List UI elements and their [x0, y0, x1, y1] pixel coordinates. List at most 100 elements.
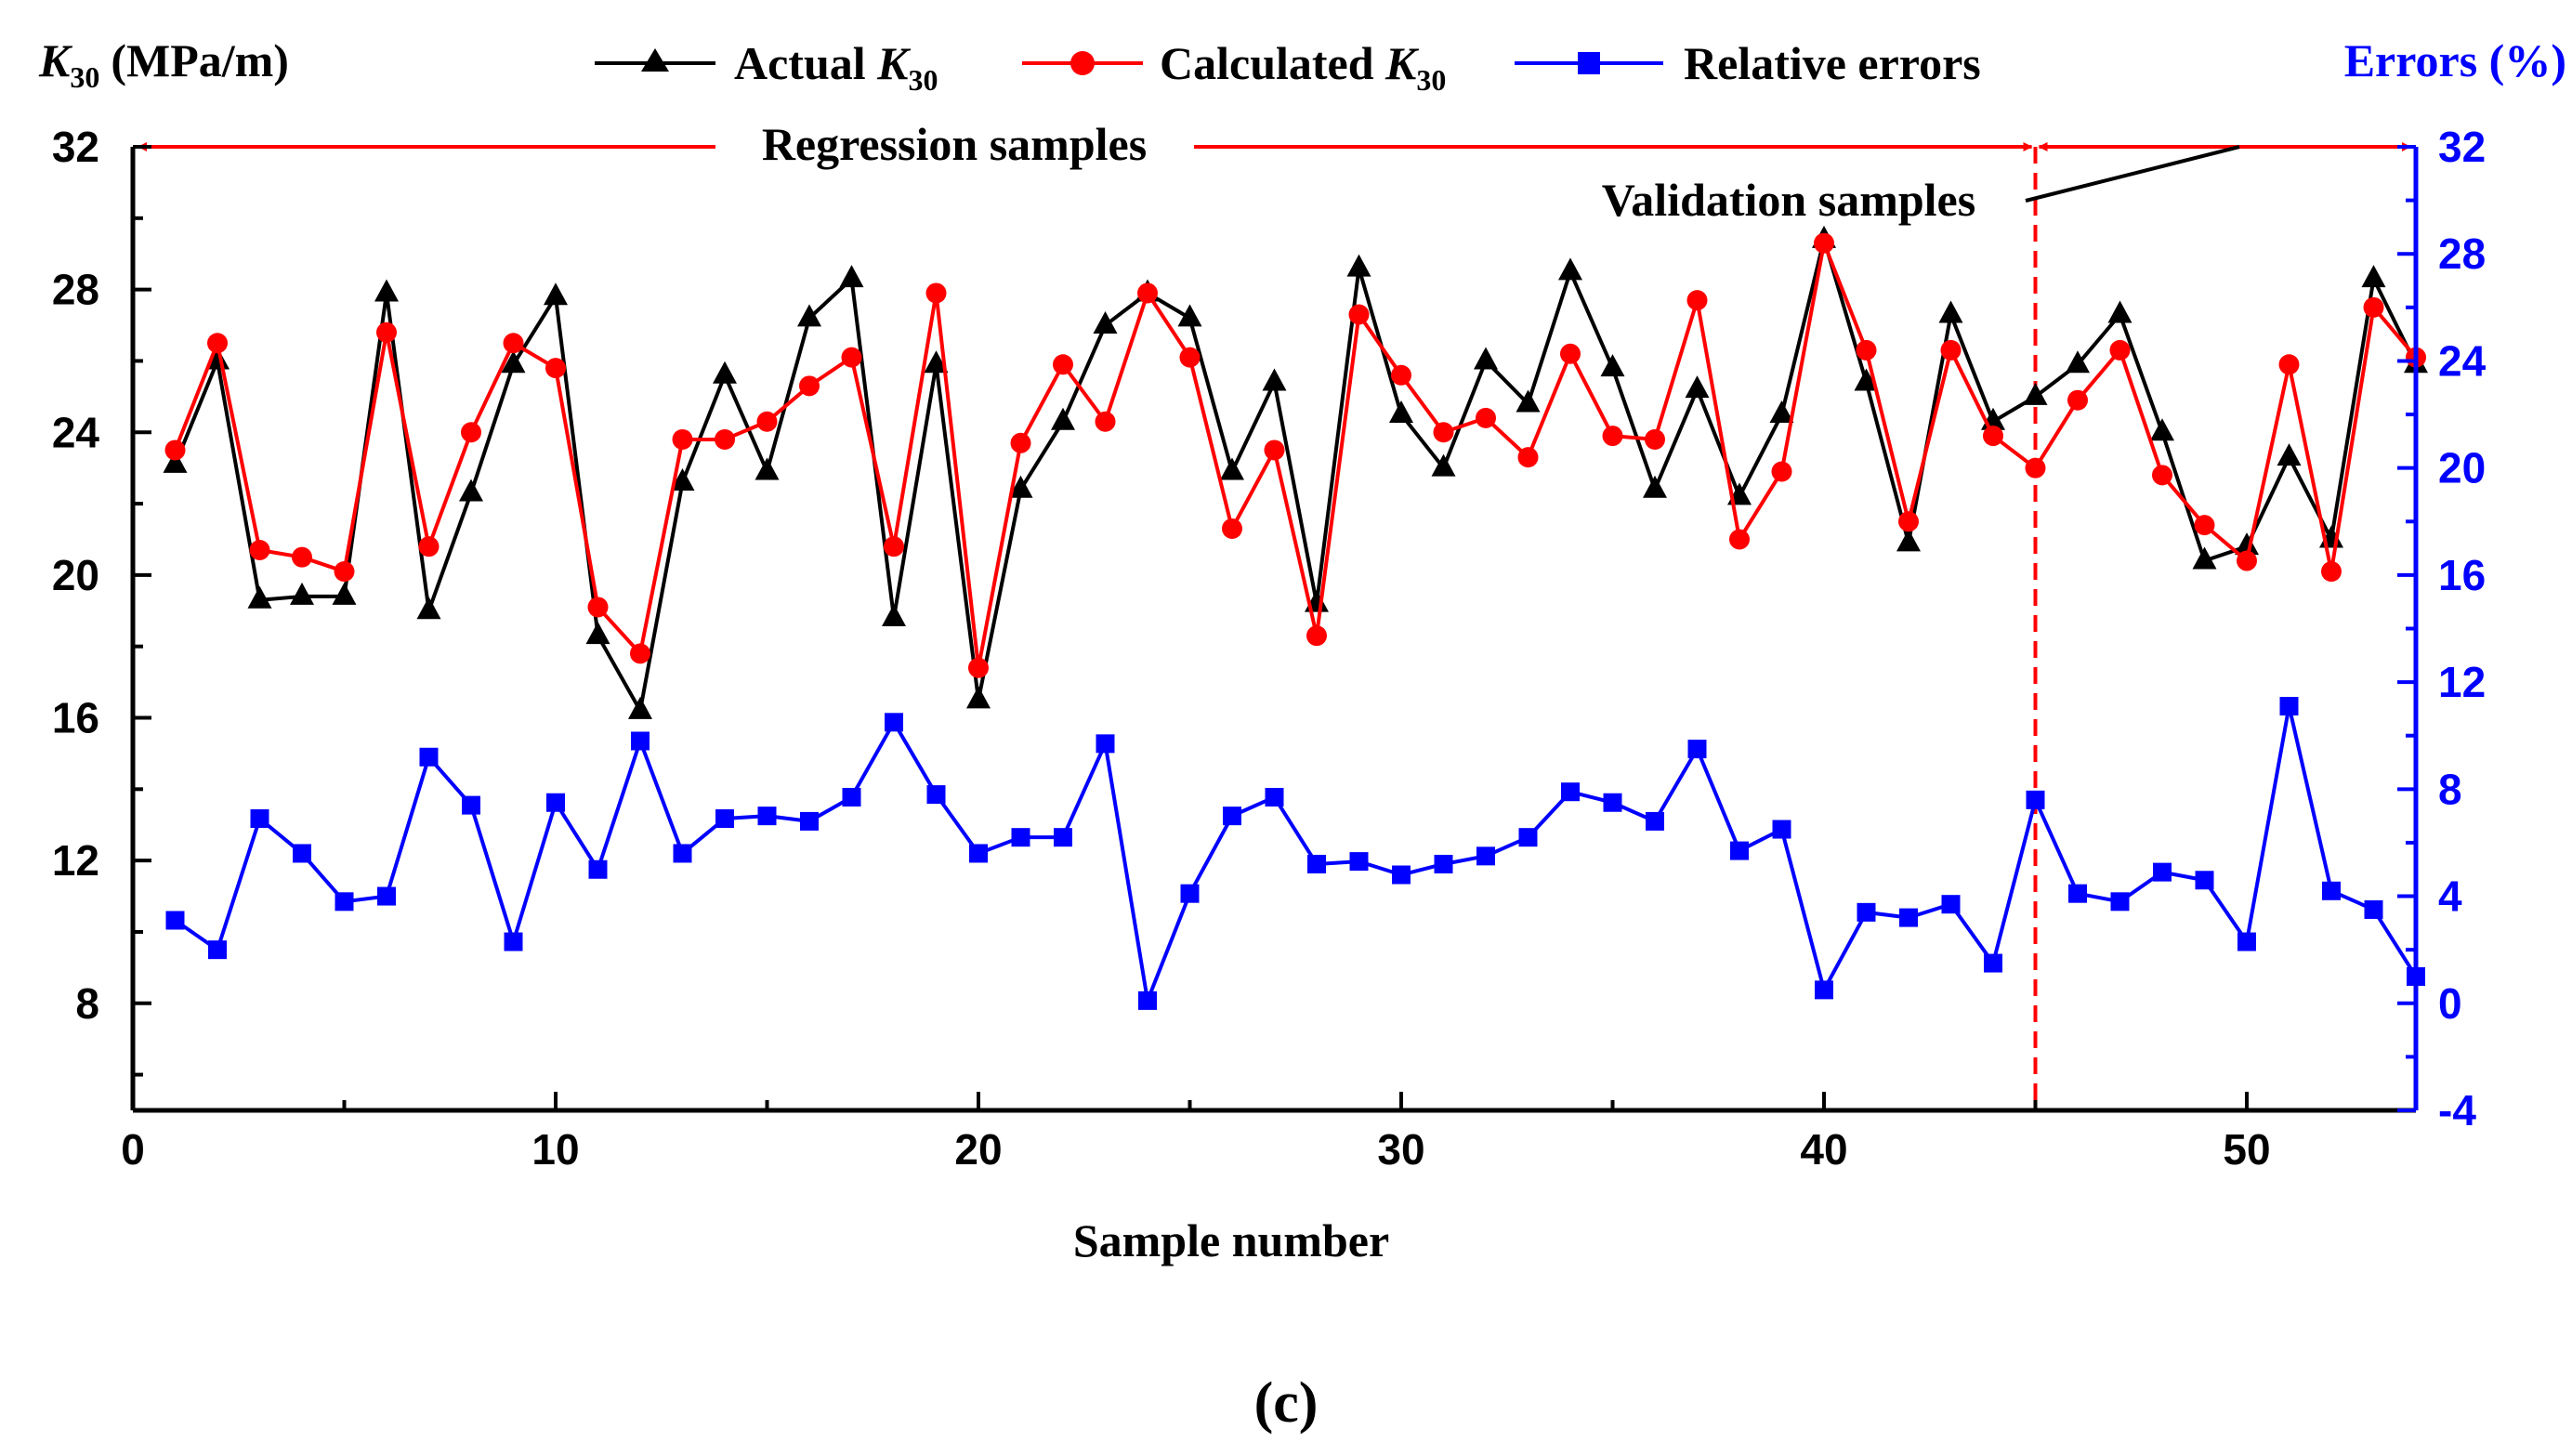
x-tick-label: 50 — [2223, 1125, 2270, 1174]
calculated-point — [1771, 461, 1792, 482]
actual-point — [755, 457, 780, 480]
error-point — [673, 844, 692, 863]
actual-point — [501, 350, 526, 374]
error-point — [208, 940, 227, 960]
error-point — [1815, 980, 1833, 1000]
left-axis-label: K30 (MPa/m) — [38, 34, 289, 94]
actual-point — [1600, 354, 1625, 377]
validation-leader-line — [2025, 145, 2240, 203]
y-right-tick-label: 8 — [2438, 765, 2462, 813]
calculated-point — [249, 540, 270, 561]
actual-point — [2150, 418, 2174, 441]
calculated-point — [545, 358, 566, 379]
actual-point — [2066, 350, 2090, 374]
calculated-point — [884, 536, 904, 557]
series-line-circle — [173, 241, 2418, 670]
calculated-point — [672, 428, 693, 450]
y-right-tick-label: 32 — [2438, 123, 2486, 171]
legend-item-actual: Actual K30 — [595, 37, 938, 97]
legend-calc-sub: 30 — [1416, 63, 1446, 97]
actual-point — [1051, 407, 1075, 430]
error-point — [1011, 828, 1030, 847]
annotation-arrows — [138, 142, 2411, 203]
calculated-point — [207, 333, 228, 354]
actual-point — [2023, 382, 2048, 405]
actual-point — [1474, 347, 1498, 370]
y-left-tick-label: 20 — [52, 551, 99, 599]
calculated-point — [1179, 347, 1201, 368]
calculated-point — [925, 282, 947, 304]
calculated-point — [2321, 561, 2342, 583]
error-point — [1772, 820, 1791, 839]
calculated-point — [715, 428, 735, 450]
y-left-tick-label: 32 — [52, 123, 99, 171]
x-tick-label: 10 — [531, 1125, 579, 1174]
legend-item-errors: Relative errors — [1515, 37, 1981, 89]
error-point — [1223, 807, 1241, 826]
calculated-point — [968, 657, 989, 678]
calculated-point — [1433, 422, 1454, 443]
calculated-point — [1898, 511, 1919, 532]
actual-point — [459, 479, 483, 502]
actual-point — [797, 304, 821, 327]
error-point — [1603, 793, 1622, 812]
error-point — [1265, 787, 1284, 807]
x-tick-label: 30 — [1377, 1125, 1424, 1174]
error-point — [1984, 953, 2002, 973]
y-right-tick-label: 12 — [2438, 658, 2486, 706]
calculated-point — [503, 333, 524, 354]
actual-point — [1177, 304, 1202, 327]
svg-text:Calculated K30: Calculated K30 — [1160, 37, 1446, 97]
error-point — [1349, 852, 1369, 872]
y-right-tick-label: -4 — [2438, 1086, 2476, 1135]
calculated-point — [1095, 411, 1116, 432]
calculated-point — [2067, 389, 2088, 411]
error-point — [462, 795, 480, 815]
series-line-square — [174, 704, 2418, 1003]
regression-samples-label: Regression samples — [762, 118, 1147, 170]
actual-point — [1346, 254, 1371, 277]
error-point — [2237, 932, 2256, 951]
x-tick-label: 40 — [1800, 1125, 1847, 1174]
legend-errors-text: Relative errors — [1684, 37, 1981, 89]
panel-label: (c) — [1254, 1371, 1319, 1435]
calculated-point — [1222, 518, 1242, 539]
actual-point — [290, 582, 314, 605]
actual-point — [416, 597, 441, 620]
calculated-point — [1602, 426, 1623, 447]
calculated-point — [1983, 426, 2003, 447]
calculated-point — [2194, 515, 2215, 536]
error-point — [1730, 841, 1749, 860]
error-point — [885, 713, 903, 732]
error-point — [1307, 854, 1326, 873]
actual-point — [1389, 400, 1413, 424]
actual-point — [1008, 475, 1033, 498]
calculated-point — [418, 536, 440, 557]
error-point — [2026, 790, 2045, 809]
right-axis-label: Errors (%) — [2344, 34, 2566, 86]
y-right-tick-label: 16 — [2438, 551, 2486, 599]
x-axis-label: Sample number — [1073, 1214, 1389, 1266]
calculated-point — [1137, 282, 1158, 304]
actual-point — [1093, 311, 1118, 334]
calculated-point — [2237, 550, 2257, 571]
error-point — [419, 747, 439, 767]
actual-point — [247, 585, 272, 609]
actual-point — [882, 603, 906, 626]
error-point — [1434, 854, 1453, 873]
y-right-tick-label: 28 — [2438, 230, 2486, 278]
x-tick-label: 20 — [954, 1125, 1002, 1174]
calculated-point — [587, 597, 609, 618]
calculated-point — [630, 643, 650, 664]
error-point — [546, 793, 565, 812]
legend-actual-text: Actual — [734, 37, 877, 89]
actual-point — [1220, 457, 1244, 480]
error-point — [2195, 871, 2214, 890]
y-left-tick-label: 8 — [75, 979, 99, 1028]
error-point — [1687, 740, 1707, 759]
error-point — [2364, 899, 2383, 919]
validation-samples-label: Validation samples — [1602, 174, 1975, 226]
actual-point — [585, 622, 610, 645]
actual-point — [374, 279, 399, 302]
legend: Actual K30 Calculated K30 Relative error… — [595, 37, 1981, 97]
